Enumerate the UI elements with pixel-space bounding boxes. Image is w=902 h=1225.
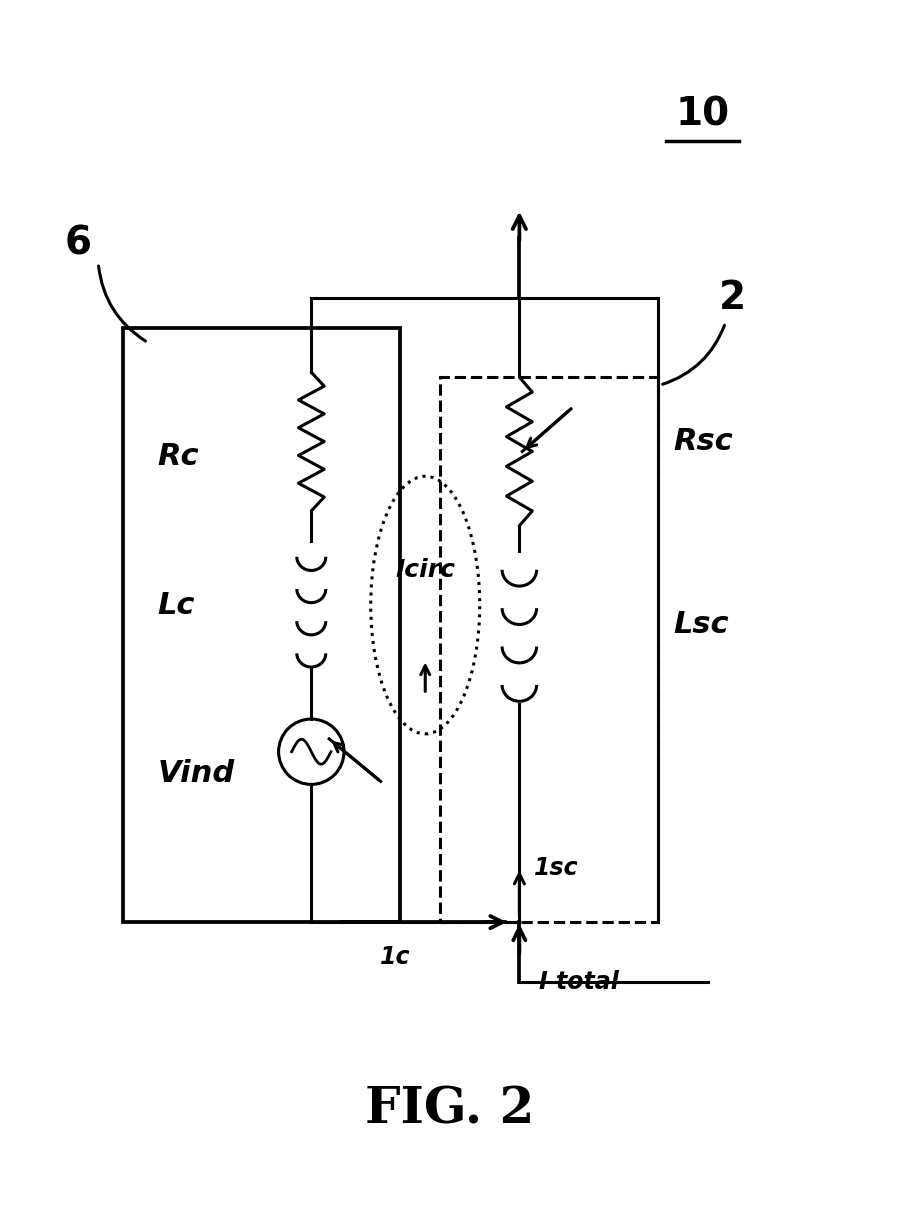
- Text: I total: I total: [538, 969, 619, 993]
- Text: 1c: 1c: [380, 944, 410, 969]
- Bar: [439, 377, 658, 922]
- Text: 10: 10: [675, 96, 729, 134]
- Text: 1sc: 1sc: [534, 855, 578, 880]
- Text: Vind: Vind: [158, 760, 235, 788]
- Text: Rc: Rc: [158, 442, 199, 470]
- Text: Lc: Lc: [158, 590, 195, 620]
- Bar: [123, 327, 400, 922]
- Text: 2: 2: [718, 279, 745, 317]
- Text: 6: 6: [65, 224, 92, 262]
- Text: FIG. 2: FIG. 2: [365, 1085, 534, 1134]
- Text: Icirc: Icirc: [395, 559, 455, 582]
- Text: Lsc: Lsc: [672, 610, 728, 639]
- Text: Rsc: Rsc: [672, 428, 732, 456]
